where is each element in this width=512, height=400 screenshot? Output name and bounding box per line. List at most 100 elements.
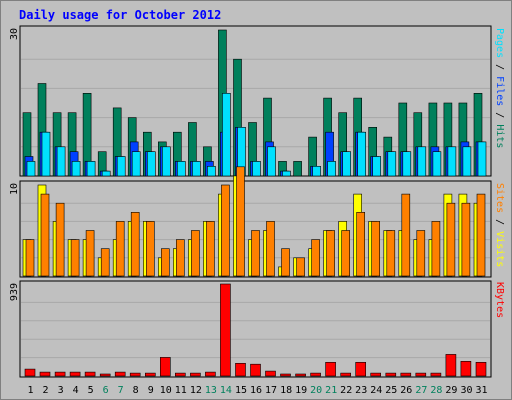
ymax-label-visits: 10 xyxy=(9,183,20,195)
x-tick-label-24: 24 xyxy=(370,385,382,396)
legend-entry: Pages xyxy=(494,28,505,58)
x-tick-label-5: 5 xyxy=(88,385,94,396)
x-tick-label-25: 25 xyxy=(385,385,397,396)
bar-sites-day-6 xyxy=(100,248,110,277)
bar-pages-day-14 xyxy=(222,93,231,177)
bar-sites-day-30 xyxy=(461,202,471,277)
panel-kbytes-frame xyxy=(19,280,492,378)
x-tick-label-12: 12 xyxy=(190,385,202,396)
legend-visits-sites: Sites / Visits xyxy=(494,183,505,267)
bar-pages-day-4 xyxy=(71,161,81,177)
bar-sites-day-19 xyxy=(296,257,305,277)
bar-hits-day-19 xyxy=(293,161,302,177)
bar-kbytes-day-8 xyxy=(129,372,141,377)
bar-sites-day-13 xyxy=(206,221,215,277)
ymax-label-hits: 30 xyxy=(9,28,20,40)
bar-sites-day-27 xyxy=(416,230,426,277)
bar-sites-day-15 xyxy=(236,166,245,277)
bar-sites-day-2 xyxy=(40,193,50,277)
bar-kbytes-day-11 xyxy=(175,372,186,377)
bar-sites-day-31 xyxy=(476,193,486,277)
legend-kbytes: KBytes xyxy=(494,282,505,318)
bar-pages-day-10 xyxy=(162,146,171,177)
x-tick-label-13: 13 xyxy=(205,385,217,396)
ymax-label-kbytes: 939 xyxy=(9,283,20,301)
panel-visits-frame xyxy=(19,180,492,278)
bar-pages-day-24 xyxy=(372,156,382,177)
bar-pages-day-31 xyxy=(477,141,487,177)
legend-layer: Pages / Files / Hits Sites / Visits KBytes xyxy=(494,28,505,318)
bar-pages-day-26 xyxy=(402,151,412,177)
x-tick-label-15: 15 xyxy=(235,385,247,396)
bar-kbytes-day-9 xyxy=(145,372,156,377)
bar-pages-day-30 xyxy=(462,146,472,177)
bar-pages-day-9 xyxy=(147,151,156,177)
bar-kbytes-day-22 xyxy=(340,372,352,377)
bar-pages-day-7 xyxy=(116,156,126,177)
legend-entry: / xyxy=(494,58,505,70)
bar-sites-day-14 xyxy=(221,184,230,277)
bar-kbytes-day-20 xyxy=(310,372,321,377)
bar-pages-day-2 xyxy=(41,131,51,177)
legend-entry: / xyxy=(494,106,505,118)
x-tick-label-8: 8 xyxy=(133,385,139,396)
bar-sites-day-5 xyxy=(85,230,95,277)
bar-kbytes-day-21 xyxy=(325,361,336,377)
bar-sites-day-17 xyxy=(266,221,275,277)
bar-sites-day-16 xyxy=(251,230,260,277)
bar-pages-day-21 xyxy=(327,161,336,177)
bar-kbytes-day-4 xyxy=(69,371,81,377)
bar-sites-day-3 xyxy=(55,202,65,277)
x-tick-labels: 1 2 3 4 5 6 7 8 9 10 11 12 13 14 15 16 17 18 19 20 21 22 23 24 2… xyxy=(27,385,487,396)
bar-pages-day-23 xyxy=(357,131,367,177)
bar-sites-day-23 xyxy=(356,212,366,277)
bar-sites-day-7 xyxy=(115,221,125,277)
bar-pages-day-22 xyxy=(342,151,352,177)
x-tick-label-18: 18 xyxy=(280,385,292,396)
x-tick-label-19: 19 xyxy=(295,385,307,396)
bar-kbytes-day-3 xyxy=(54,371,66,377)
bar-sites-day-1 xyxy=(25,239,35,277)
bar-kbytes-day-26 xyxy=(400,372,412,377)
legend-entry: Files xyxy=(494,70,505,106)
bar-sites-day-25 xyxy=(386,230,396,277)
bar-sites-day-21 xyxy=(326,230,335,277)
x-tick-label-31: 31 xyxy=(475,385,487,396)
bar-kbytes-day-28 xyxy=(430,372,442,377)
x-tick-label-10: 10 xyxy=(160,385,172,396)
x-tick-label-2: 2 xyxy=(42,385,48,396)
x-tick-label-11: 11 xyxy=(175,385,187,396)
x-tick-label-4: 4 xyxy=(73,385,79,396)
x-tick-label-14: 14 xyxy=(220,385,232,396)
bar-pages-day-27 xyxy=(417,146,427,177)
x-tick-label-16: 16 xyxy=(250,385,262,396)
bar-kbytes-day-23 xyxy=(355,361,367,377)
bar-kbytes-day-31 xyxy=(475,361,487,377)
bar-sites-day-4 xyxy=(70,239,80,277)
legend-entry: / xyxy=(494,213,505,225)
bar-pages-day-8 xyxy=(131,151,141,177)
x-tick-label-22: 22 xyxy=(340,385,352,396)
bar-pages-day-11 xyxy=(177,161,186,177)
bar-sites-day-18 xyxy=(281,248,290,277)
legend-entry: Hits xyxy=(494,118,505,148)
bar-kbytes-day-7 xyxy=(114,371,126,377)
bar-sites-day-29 xyxy=(446,202,456,277)
x-tick-label-27: 27 xyxy=(415,385,427,396)
x-tick-label-6: 6 xyxy=(103,385,109,396)
bar-pages-day-17 xyxy=(267,146,276,177)
x-tick-label-9: 9 xyxy=(148,385,154,396)
legend-entry: KBytes xyxy=(494,282,505,318)
bar-pages-day-1 xyxy=(26,161,36,177)
bar-sites-day-9 xyxy=(146,221,155,277)
bar-kbytes-day-13 xyxy=(205,371,216,377)
bar-pages-day-18 xyxy=(282,170,291,177)
bars-layer xyxy=(21,29,490,377)
x-tick-label-21: 21 xyxy=(325,385,337,396)
bar-kbytes-day-15 xyxy=(235,362,246,377)
bar-kbytes-day-5 xyxy=(84,371,96,377)
bar-pages-day-5 xyxy=(86,161,96,177)
bar-kbytes-day-6 xyxy=(99,373,111,377)
